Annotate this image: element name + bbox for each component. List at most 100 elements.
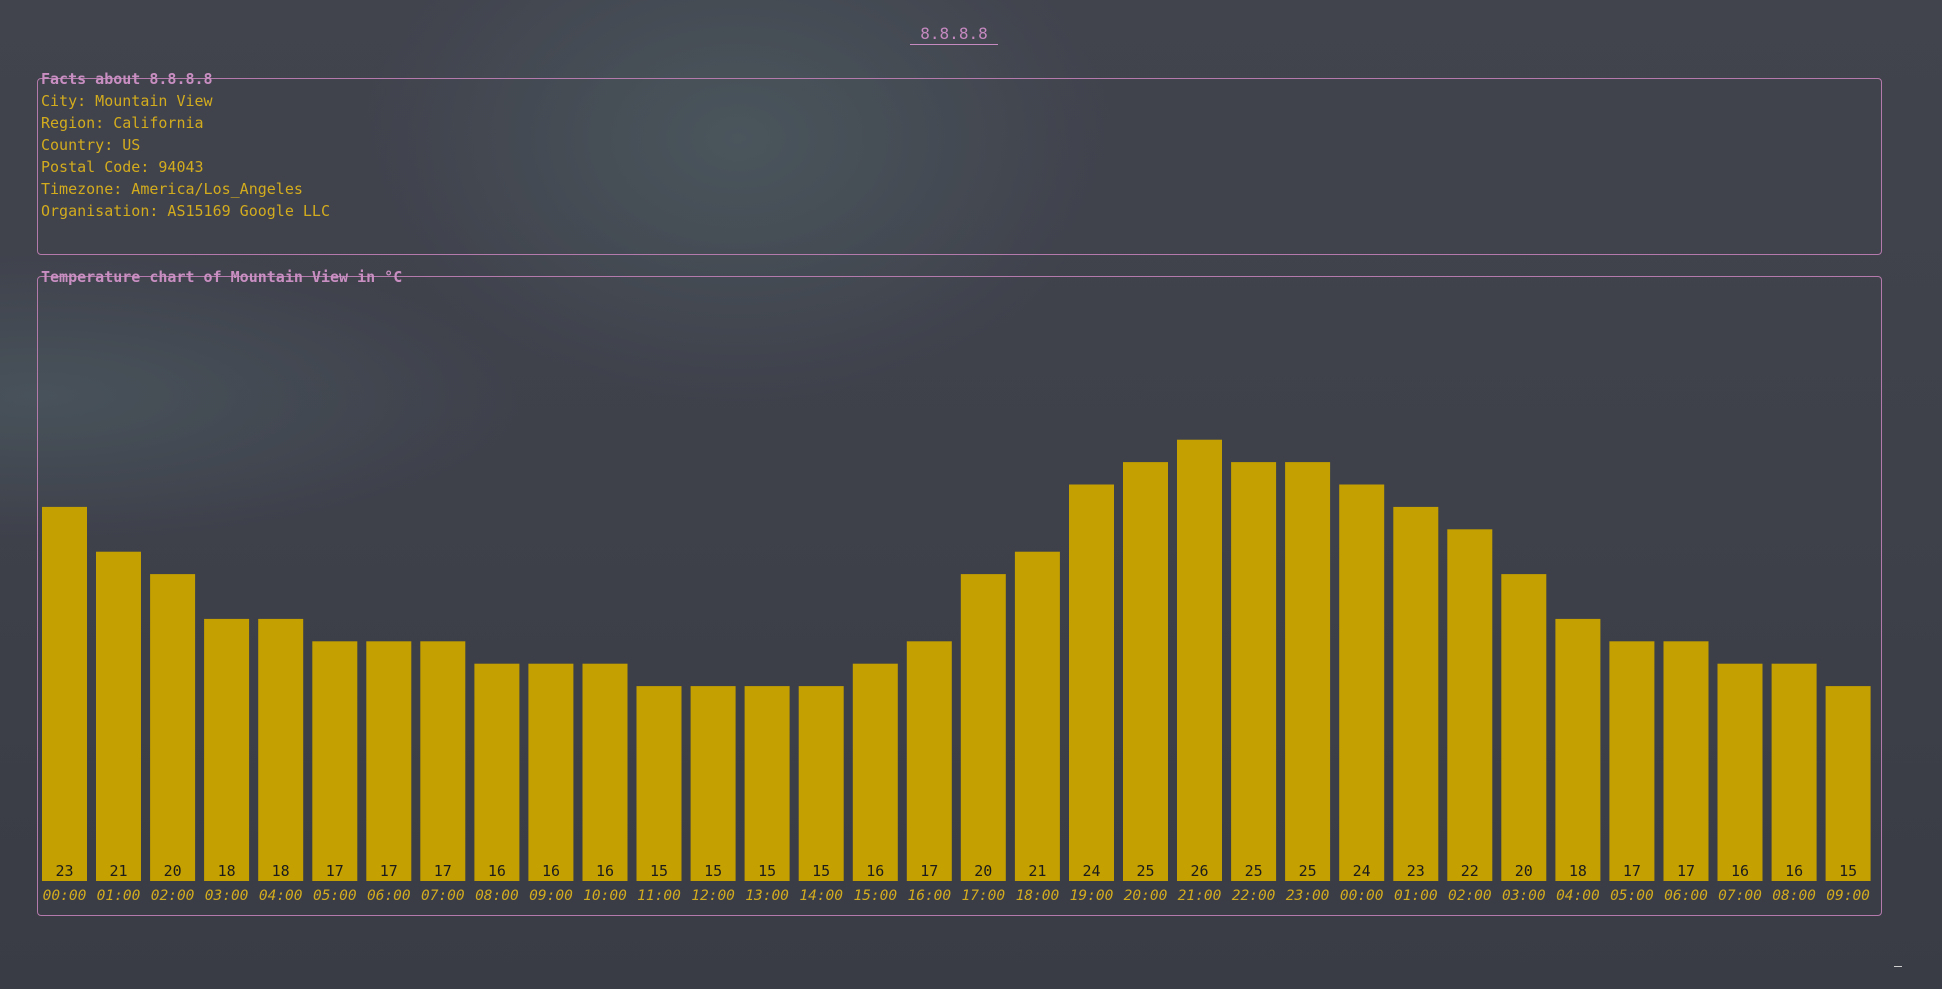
x-tick-label-12: 12:00 [691,888,735,904]
x-tick-label-28: 04:00 [1556,888,1600,904]
x-tick-label-19: 19:00 [1070,888,1114,904]
x-tick-label-2: 02:00 [151,888,195,904]
facts-list: City: Mountain View Region: California C… [41,90,330,222]
bar-12 [690,686,736,881]
bar-9 [528,663,574,881]
bar-5 [312,641,358,881]
x-tick-label-33: 09:00 [1826,888,1870,904]
bar-value-label-11: 15 [650,862,668,880]
bar-value-label-1: 21 [109,862,127,880]
chart-title: Temperature chart of Mountain View in °C [41,268,403,286]
x-tick-label-22: 22:00 [1232,888,1276,904]
bar-value-label-3: 18 [218,862,236,880]
bar-32 [1771,663,1817,881]
bar-6 [366,641,412,881]
x-tick-label-5: 05:00 [313,888,357,904]
bar-25 [1393,506,1439,881]
bar-value-label-10: 16 [596,862,614,880]
bar-3 [204,618,250,881]
x-tick-label-23: 23:00 [1286,888,1330,904]
x-tick-label-10: 10:00 [583,888,627,904]
bar-value-label-24: 24 [1353,862,1371,880]
bar-value-label-20: 25 [1136,862,1154,880]
x-tick-label-11: 11:00 [637,888,681,904]
bar-11 [636,686,682,881]
bar-value-label-12: 15 [704,862,722,880]
bar-24 [1339,484,1385,881]
bar-value-label-4: 18 [272,862,290,880]
bar-20 [1123,462,1168,881]
bar-value-label-32: 16 [1785,862,1803,880]
bar-value-label-17: 20 [974,862,992,880]
x-tick-label-25: 01:00 [1394,888,1438,904]
bar-value-label-19: 24 [1082,862,1100,880]
bar-27 [1501,574,1547,881]
x-tick-label-20: 20:00 [1124,888,1168,904]
bar-value-label-25: 23 [1407,862,1425,880]
x-tick-label-4: 04:00 [259,888,303,904]
bar-value-label-13: 15 [758,862,776,880]
fact-postal-code: Postal Code: 94043 [41,158,204,176]
x-tick-label-21: 21:00 [1178,888,1222,904]
bar-21 [1177,439,1222,881]
bar-value-label-6: 17 [380,862,398,880]
bar-value-label-27: 20 [1515,862,1533,880]
fact-country: Country: US [41,136,141,154]
facts-heading: Facts about 8.8.8.8 [41,70,213,88]
bar-value-label-5: 17 [326,862,344,880]
x-tick-label-1: 01:00 [97,888,141,904]
x-tick-label-15: 15:00 [853,888,897,904]
bar-value-label-21: 26 [1190,862,1208,880]
bar-13 [744,686,790,881]
bar-28 [1555,618,1601,881]
bar-10 [582,663,628,881]
fact-timezone: Timezone: America/Los_Angeles [41,180,303,198]
fact-city: City: Mountain View [41,92,213,110]
terminal-cursor [1894,966,1902,967]
temperature-bar-chart: 23 00:00 21 01:00 20 02:00 18 03:00 18 04:00 17 05:… [42,439,1871,904]
bar-value-label-30: 17 [1677,862,1695,880]
x-tick-label-29: 05:00 [1610,888,1654,904]
x-tick-label-14: 14:00 [799,888,843,904]
bar-26 [1447,529,1493,881]
bar-value-label-33: 15 [1839,862,1857,880]
bar-value-label-2: 20 [164,862,182,880]
bar-value-label-0: 23 [55,862,73,880]
fact-region: Region: California [41,114,204,132]
x-tick-label-8: 08:00 [475,888,519,904]
x-tick-label-27: 03:00 [1502,888,1546,904]
bar-value-label-9: 16 [542,862,560,880]
bar-19 [1069,484,1114,881]
bar-18 [1014,551,1060,881]
page-title: 8.8.8.8 [0,24,1908,45]
x-tick-label-3: 03:00 [205,888,249,904]
bar-value-label-15: 16 [866,862,884,880]
x-tick-label-26: 02:00 [1448,888,1492,904]
bar-value-label-7: 17 [434,862,452,880]
x-tick-label-17: 17:00 [961,888,1005,904]
bar-1 [96,551,141,881]
x-tick-label-16: 16:00 [907,888,951,904]
x-tick-label-32: 08:00 [1772,888,1816,904]
bar-0 [42,506,87,881]
bar-16 [906,641,952,881]
bar-33 [1825,686,1871,881]
page-title-text: 8.8.8.8 [910,24,998,45]
bar-22 [1231,462,1277,881]
facts-panel: Facts about 8.8.8.8 City: Mountain View … [37,70,1882,255]
x-tick-label-31: 07:00 [1718,888,1762,904]
temperature-chart-panel: Temperature chart of Mountain View in °C… [37,268,1882,916]
bar-23 [1285,462,1331,881]
x-tick-label-7: 07:00 [421,888,465,904]
bar-value-label-14: 15 [812,862,830,880]
bar-4 [258,618,304,881]
fact-organisation: Organisation: AS15169 Google LLC [41,202,330,220]
bar-value-label-18: 21 [1028,862,1046,880]
bar-value-label-16: 17 [920,862,938,880]
bar-8 [474,663,520,881]
x-tick-label-0: 00:00 [43,888,87,904]
x-tick-label-18: 18:00 [1016,888,1060,904]
x-tick-label-30: 06:00 [1664,888,1708,904]
bar-value-label-23: 25 [1299,862,1317,880]
x-tick-label-6: 06:00 [367,888,411,904]
